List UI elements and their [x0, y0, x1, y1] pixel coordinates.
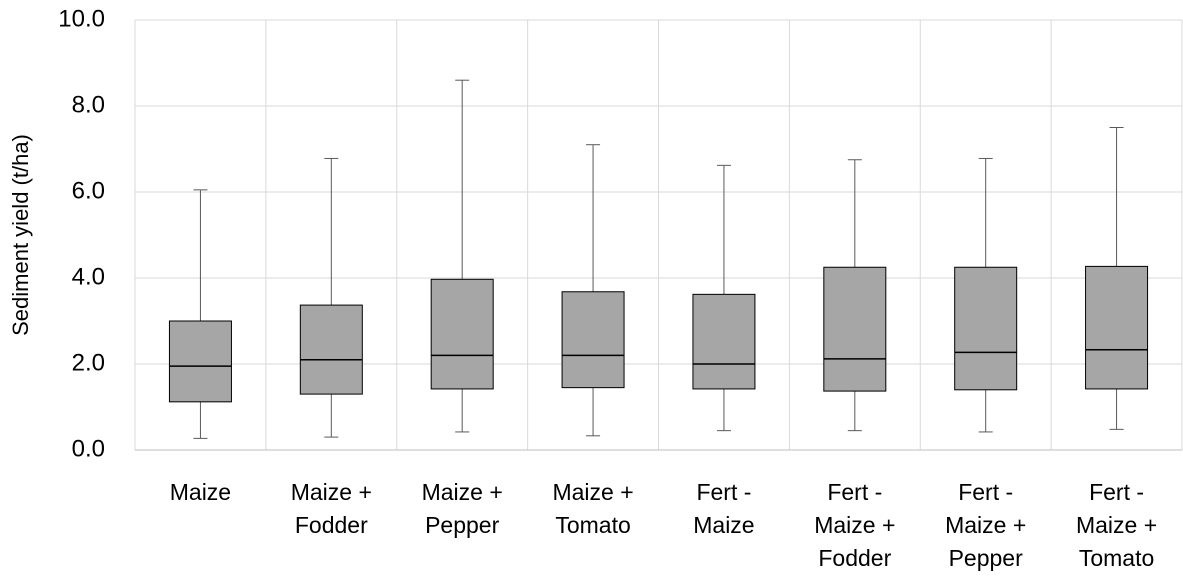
- y-axis-label: Sediment yield (t/ha): [8, 134, 33, 336]
- y-tick-label: 8.0: [72, 91, 105, 118]
- x-tick-label: Fert - Maize + Fodder: [814, 479, 896, 571]
- box: [561, 291, 625, 389]
- box: [430, 278, 494, 390]
- x-tick-label: Maize + Fodder: [290, 479, 372, 538]
- y-tick-label: 2.0: [72, 349, 105, 376]
- x-tick-label: Maize: [169, 479, 232, 505]
- x-tick-label: Fert - Maize: [693, 479, 755, 538]
- x-tick-label: Maize + Pepper: [421, 479, 503, 538]
- box: [1085, 265, 1149, 390]
- y-tick-label: 6.0: [72, 177, 105, 204]
- box: [692, 293, 756, 390]
- x-tick-label: Maize + Tomato: [552, 479, 634, 538]
- x-tick-label: Fert - Maize + Tomato: [1075, 479, 1158, 571]
- box: [168, 320, 232, 403]
- box: [299, 304, 363, 395]
- y-tick-label: 10.0: [58, 5, 105, 32]
- y-tick-label: 0.0: [72, 435, 105, 462]
- box: [823, 266, 887, 392]
- box: [954, 266, 1018, 391]
- x-tick-label: Fert - Maize + Pepper: [945, 479, 1027, 571]
- y-tick-label: 4.0: [72, 263, 105, 290]
